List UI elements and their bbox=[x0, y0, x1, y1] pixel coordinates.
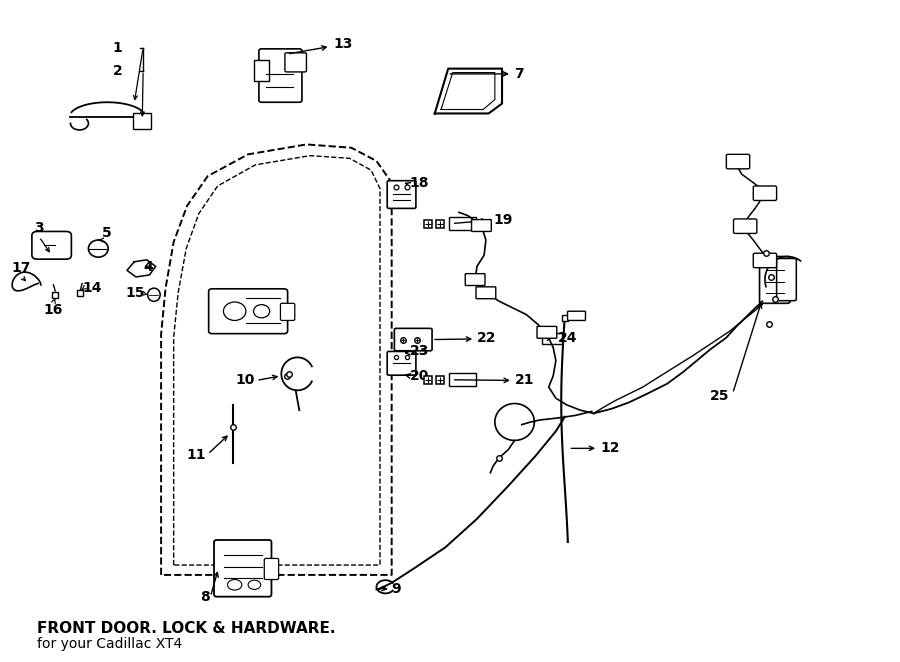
Text: 18: 18 bbox=[410, 175, 429, 190]
Ellipse shape bbox=[248, 580, 261, 589]
FancyBboxPatch shape bbox=[259, 49, 302, 102]
Text: for your Cadillac XT4: for your Cadillac XT4 bbox=[37, 637, 183, 651]
FancyBboxPatch shape bbox=[753, 186, 777, 201]
FancyBboxPatch shape bbox=[726, 154, 750, 169]
Text: 23: 23 bbox=[410, 344, 429, 357]
FancyBboxPatch shape bbox=[387, 181, 416, 209]
FancyBboxPatch shape bbox=[254, 60, 269, 81]
FancyBboxPatch shape bbox=[476, 287, 496, 299]
Text: 22: 22 bbox=[477, 330, 497, 345]
Text: 13: 13 bbox=[290, 37, 353, 54]
FancyBboxPatch shape bbox=[537, 326, 557, 338]
FancyBboxPatch shape bbox=[214, 540, 272, 596]
FancyBboxPatch shape bbox=[449, 217, 476, 230]
Text: 16: 16 bbox=[44, 303, 63, 316]
Text: 5: 5 bbox=[102, 226, 112, 240]
Text: 17: 17 bbox=[12, 261, 31, 275]
Text: 19: 19 bbox=[493, 213, 512, 227]
FancyBboxPatch shape bbox=[32, 232, 71, 259]
FancyBboxPatch shape bbox=[543, 333, 562, 344]
Text: 6: 6 bbox=[280, 305, 289, 318]
FancyBboxPatch shape bbox=[568, 311, 586, 320]
Text: 20: 20 bbox=[410, 369, 429, 383]
Ellipse shape bbox=[88, 240, 108, 257]
Text: 9: 9 bbox=[392, 583, 401, 596]
Text: 7: 7 bbox=[450, 67, 524, 81]
Text: FRONT DOOR. LOCK & HARDWARE.: FRONT DOOR. LOCK & HARDWARE. bbox=[37, 622, 336, 636]
FancyBboxPatch shape bbox=[472, 220, 491, 232]
FancyBboxPatch shape bbox=[777, 258, 797, 301]
FancyBboxPatch shape bbox=[265, 559, 279, 579]
FancyBboxPatch shape bbox=[760, 256, 790, 303]
Text: 10: 10 bbox=[235, 373, 255, 387]
Ellipse shape bbox=[228, 579, 242, 590]
FancyBboxPatch shape bbox=[465, 273, 485, 285]
Text: 8: 8 bbox=[200, 590, 210, 604]
Text: 14: 14 bbox=[82, 281, 102, 295]
Ellipse shape bbox=[254, 305, 270, 318]
FancyBboxPatch shape bbox=[281, 303, 295, 320]
Ellipse shape bbox=[148, 288, 160, 301]
FancyBboxPatch shape bbox=[209, 289, 288, 334]
Text: 4: 4 bbox=[143, 260, 153, 274]
FancyBboxPatch shape bbox=[394, 328, 432, 351]
FancyBboxPatch shape bbox=[753, 253, 777, 267]
FancyBboxPatch shape bbox=[387, 352, 416, 375]
Ellipse shape bbox=[223, 302, 246, 320]
Text: 24: 24 bbox=[558, 330, 577, 345]
Text: 1: 1 bbox=[112, 40, 122, 54]
FancyBboxPatch shape bbox=[734, 219, 757, 234]
Text: 25: 25 bbox=[709, 389, 729, 402]
Text: 12: 12 bbox=[600, 442, 620, 455]
FancyBboxPatch shape bbox=[133, 113, 151, 128]
Text: 11: 11 bbox=[186, 448, 206, 462]
Text: 3: 3 bbox=[34, 221, 44, 236]
FancyBboxPatch shape bbox=[285, 53, 306, 72]
Text: 2: 2 bbox=[112, 64, 122, 77]
FancyBboxPatch shape bbox=[449, 373, 476, 387]
Text: 15: 15 bbox=[125, 286, 145, 300]
Text: 21: 21 bbox=[515, 373, 534, 387]
